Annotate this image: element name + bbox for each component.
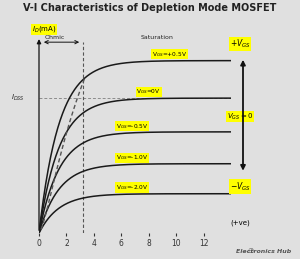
Text: V$_{GS}$=-2.0V: V$_{GS}$=-2.0V [116, 183, 148, 192]
Text: V-I Characteristics of Depletion Mode MOSFET: V-I Characteristics of Depletion Mode MO… [23, 3, 277, 13]
Text: Electronics Hub: Electronics Hub [236, 249, 291, 254]
Text: V$_{GS}$=0V: V$_{GS}$=0V [136, 88, 161, 96]
Text: Ohmic: Ohmic [44, 35, 64, 40]
Text: V$_{GS}$=-1.0V: V$_{GS}$=-1.0V [116, 153, 148, 162]
Text: $-V_{GS}$: $-V_{GS}$ [230, 180, 250, 193]
Text: (+ve): (+ve) [230, 219, 250, 226]
Text: $+V_{GS}$: $+V_{GS}$ [230, 38, 250, 50]
Text: $I_D$(mA): $I_D$(mA) [32, 24, 57, 34]
Text: $V_{GS}=0$: $V_{GS}=0$ [227, 111, 253, 122]
Text: ☉: ☉ [247, 248, 254, 254]
Text: V$_{GS}$=-0.5V: V$_{GS}$=-0.5V [116, 122, 148, 131]
Text: V$_{GS}$=+0.5V: V$_{GS}$=+0.5V [152, 50, 187, 59]
Text: $I_{DSS}$: $I_{DSS}$ [11, 93, 25, 103]
Text: Saturation: Saturation [140, 35, 173, 40]
